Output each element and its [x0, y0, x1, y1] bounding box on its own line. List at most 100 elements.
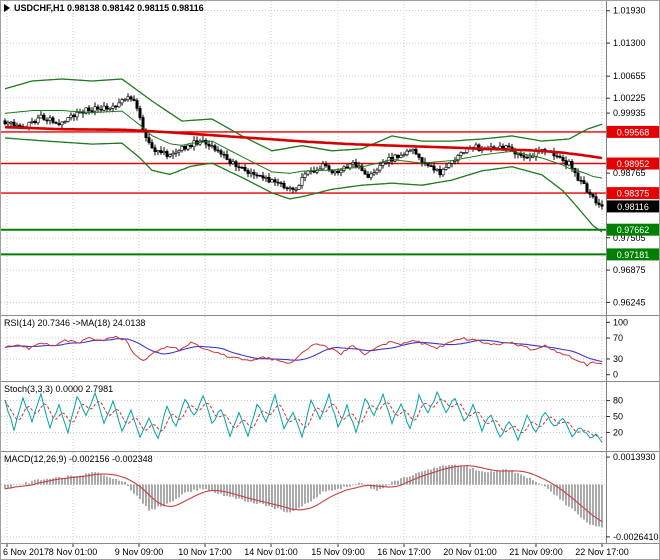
candle-body: [564, 160, 568, 166]
candle-body: [555, 155, 559, 158]
candle-body: [48, 117, 52, 121]
candle-body: [12, 121, 16, 127]
candle-body: [420, 157, 424, 163]
candle-body: [60, 121, 64, 126]
candle-body: [234, 161, 238, 168]
candle-body: [201, 140, 205, 142]
candle-body: [327, 165, 331, 171]
candle-body: [285, 187, 289, 190]
macd-histogram: [4, 464, 603, 528]
time-axis-canvas[interactable]: 6 Nov 2017 8 Nov 01:00 9 Nov 09:00 10 Nov 1…: [1, 544, 659, 559]
candle-body: [240, 167, 244, 169]
candle-body: [72, 114, 76, 118]
candle-body: [501, 145, 505, 149]
stochastic-main-line: [4, 390, 603, 443]
time-label: 16 Nov 17:00: [377, 547, 431, 557]
axis-tick-label: 0.96875: [613, 265, 646, 275]
axis-tick-label: -0.0026410: [613, 532, 659, 542]
candle-body: [126, 96, 130, 100]
candle-body: [348, 163, 352, 169]
candle-body: [99, 108, 103, 111]
candle-body: [339, 170, 343, 173]
candle-body: [534, 151, 538, 157]
candle-body: [516, 153, 520, 155]
candle-body: [492, 146, 496, 149]
candle-body: [579, 180, 583, 182]
candle-body: [30, 121, 34, 123]
candle-body: [216, 149, 220, 152]
candle-body: [399, 154, 403, 158]
candle-body: [444, 167, 448, 170]
time-label: 21 Nov 09:00: [509, 547, 563, 557]
axis-tick-label: 1.00655: [613, 71, 646, 81]
candle-body: [54, 122, 58, 124]
candle-body: [111, 105, 115, 109]
candle-body: [114, 105, 118, 108]
candle-body: [189, 144, 193, 147]
candle-body: [90, 110, 94, 113]
axis-tick-label: 0.98765: [613, 168, 646, 178]
candle-body: [108, 108, 112, 110]
candle-body: [435, 168, 439, 171]
candle-body: [219, 150, 223, 155]
axis-tick-label: 50: [613, 412, 623, 422]
time-label: 8 Nov 01:00: [49, 547, 98, 557]
candle-body: [192, 140, 196, 147]
stochastic-chart-canvas[interactable]: 80 50 20: [1, 382, 659, 451]
candle-body: [159, 150, 163, 154]
candle-body: [447, 163, 451, 168]
candlestick-chart-canvas[interactable]: 1.01930 1.01300 1.00655 1.00225 0.99935 0.987…: [1, 1, 659, 315]
axis-tick-label: 70: [613, 333, 623, 343]
candle-body: [156, 150, 160, 153]
candle-body: [276, 181, 280, 184]
candle-body: [414, 149, 418, 155]
time-label: 14 Nov 01:00: [244, 547, 298, 557]
time-axis[interactable]: 6 Nov 2017 8 Nov 01:00 9 Nov 09:00 10 Nov 1…: [1, 543, 659, 559]
candle-body: [39, 114, 43, 119]
candle-body: [279, 182, 283, 185]
axis-tick-label: 1.01930: [613, 6, 646, 16]
candle-body: [255, 174, 259, 177]
candle-body: [177, 150, 181, 153]
candle-body: [291, 187, 295, 190]
time-label: 22 Nov 17:00: [575, 547, 629, 557]
candle-body: [432, 165, 436, 171]
candle-body: [120, 99, 124, 104]
candle-body: [522, 155, 526, 158]
candle-body: [267, 177, 271, 183]
candle-body: [117, 102, 121, 108]
candle-body: [42, 114, 46, 121]
macd-chart-canvas[interactable]: 0.0013930 -0.0026410: [1, 452, 659, 543]
candle-body: [570, 161, 574, 169]
candle-body: [381, 162, 385, 166]
price-badge-label: 0.97181: [617, 250, 650, 260]
macd-signal-line: [4, 465, 603, 523]
price-badge-label: 0.98952: [617, 159, 650, 169]
candle-body: [261, 175, 265, 179]
candle-body: [333, 170, 337, 174]
candle-body: [252, 171, 256, 176]
price-badge-label: 0.98116: [617, 202, 649, 212]
candle-body: [6, 122, 10, 125]
axis-tick-label: 0.99935: [613, 108, 646, 118]
candle-body: [123, 99, 127, 101]
candle-body: [588, 191, 592, 195]
candle-body: [363, 170, 367, 175]
candle-body: [51, 117, 55, 123]
candle-body: [207, 143, 211, 147]
rsi-chart-canvas[interactable]: 100 70 30 0: [1, 316, 659, 381]
candle-body: [402, 154, 406, 156]
candle-body: [225, 154, 229, 160]
candle-body: [306, 170, 310, 175]
candle-body: [15, 124, 19, 127]
candle-body: [63, 121, 67, 123]
candle-body: [147, 137, 151, 143]
candle-body: [426, 162, 430, 166]
candle-body: [135, 100, 139, 109]
candle-body: [183, 146, 187, 150]
candle-body: [288, 187, 292, 190]
candle-body: [162, 151, 166, 153]
bollinger-lower-line: [4, 137, 603, 233]
candle-body: [93, 106, 97, 112]
candle-body: [102, 105, 106, 111]
